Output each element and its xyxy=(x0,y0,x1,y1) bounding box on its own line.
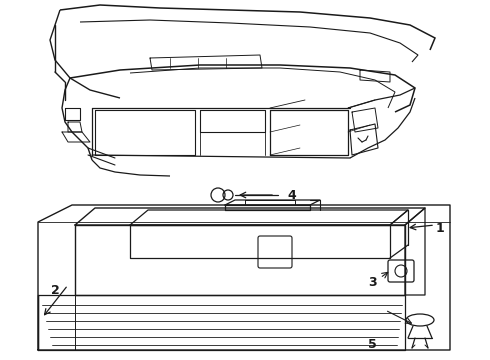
Text: 1: 1 xyxy=(436,221,444,234)
Text: 2: 2 xyxy=(50,284,59,297)
Text: 3: 3 xyxy=(368,275,376,288)
Text: 5: 5 xyxy=(368,338,376,351)
Text: 4: 4 xyxy=(288,189,296,202)
